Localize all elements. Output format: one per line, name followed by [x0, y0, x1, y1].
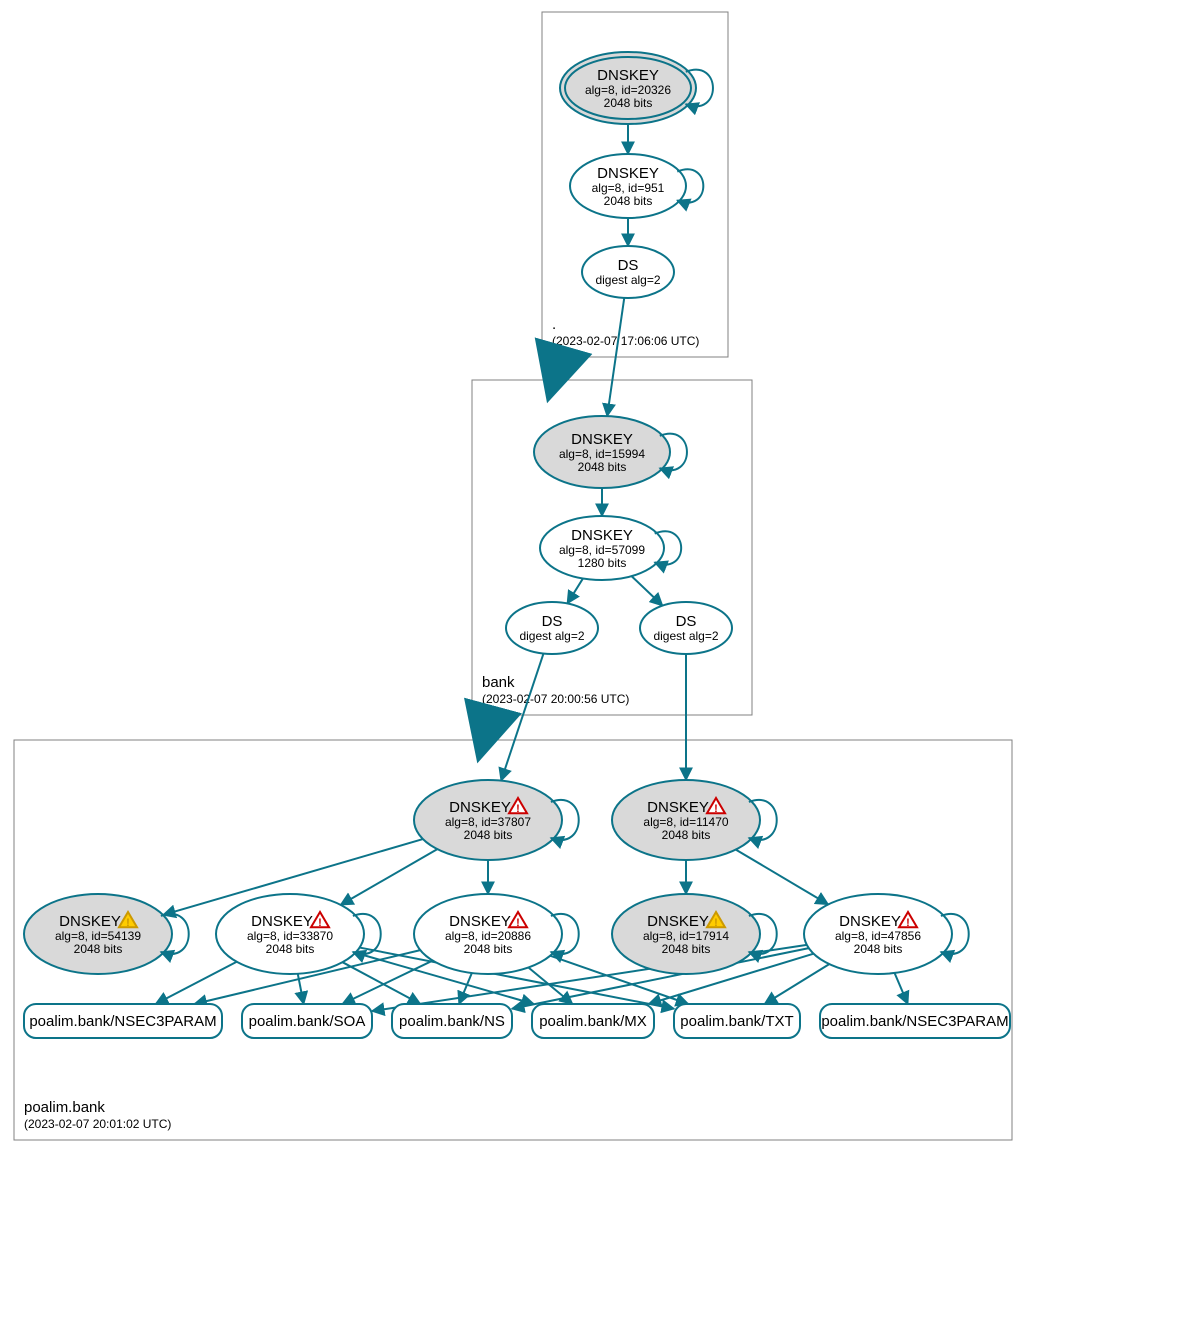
node-sub1: digest alg=2 [653, 629, 718, 643]
node-sub2: 2048 bits [578, 460, 627, 474]
node-title: poalim.bank/SOA [249, 1013, 366, 1030]
n_bank_ksk[interactable]: DNSKEYalg=8, id=159942048 bits [534, 416, 687, 488]
n_bank_zsk[interactable]: DNSKEYalg=8, id=570991280 bits [540, 516, 681, 580]
node-sub2: 2048 bits [266, 942, 315, 956]
edge [895, 973, 908, 1004]
n_p_ksk2[interactable]: DNSKEY!alg=8, id=114702048 bits [612, 780, 777, 860]
node-title: poalim.bank/MX [539, 1013, 647, 1030]
node-sub1: alg=8, id=20886 [445, 929, 531, 943]
n_p_zsk5[interactable]: DNSKEY!alg=8, id=478562048 bits [804, 894, 969, 974]
node-title: DNSKEY [449, 799, 511, 816]
zone-time: (2023-02-07 17:06:06 UTC) [552, 334, 699, 348]
n_p_zsk2[interactable]: DNSKEY!alg=8, id=338702048 bits [216, 894, 381, 974]
n_root_zsk[interactable]: DNSKEYalg=8, id=9512048 bits [570, 154, 703, 218]
n_p_zsk4[interactable]: DNSKEY!alg=8, id=179142048 bits [612, 894, 777, 974]
n_root_ksk[interactable]: DNSKEYalg=8, id=203262048 bits [560, 52, 713, 124]
n_p_ksk1[interactable]: DNSKEY!alg=8, id=378072048 bits [414, 780, 579, 860]
node-title: DNSKEY [571, 527, 633, 544]
n_p_zsk1[interactable]: DNSKEY!alg=8, id=541392048 bits [24, 894, 189, 974]
svg-text:!: ! [714, 803, 718, 815]
n_p_zsk3[interactable]: DNSKEY!alg=8, id=208862048 bits [414, 894, 579, 974]
node-sub1: alg=8, id=17914 [643, 929, 729, 943]
n_rr4[interactable]: poalim.bank/MX [532, 1004, 654, 1038]
n_rr1[interactable]: poalim.bank/NSEC3PARAM [24, 1004, 222, 1038]
node-sub2: 2048 bits [854, 942, 903, 956]
node-title: poalim.bank/NS [399, 1013, 505, 1030]
node-title: poalim.bank/NSEC3PARAM [821, 1013, 1008, 1030]
node-title: DNSKEY [449, 913, 511, 930]
edge [459, 973, 472, 1004]
node-title: DNSKEY [597, 165, 659, 182]
node-sub1: alg=8, id=47856 [835, 929, 921, 943]
edge [567, 578, 583, 603]
n_rr2[interactable]: poalim.bank/SOA [242, 1004, 372, 1038]
node-sub1: alg=8, id=54139 [55, 929, 141, 943]
svg-text:!: ! [516, 803, 520, 815]
n_rr3[interactable]: poalim.bank/NS [392, 1004, 512, 1038]
edge [501, 654, 543, 781]
node-sub2: 2048 bits [604, 96, 653, 110]
svg-text:!: ! [906, 917, 910, 929]
node-title: DNSKEY [839, 913, 901, 930]
zone-time: (2023-02-07 20:01:02 UTC) [24, 1117, 171, 1131]
n_rr6[interactable]: poalim.bank/NSEC3PARAM [820, 1004, 1010, 1038]
node-sub1: alg=8, id=20326 [585, 83, 671, 97]
node-title: DNSKEY [571, 431, 633, 448]
node-title: poalim.bank/NSEC3PARAM [29, 1013, 216, 1030]
edge [765, 964, 830, 1004]
node-sub1: alg=8, id=57099 [559, 543, 645, 557]
zone-label: bank [482, 674, 515, 691]
node-title: DNSKEY [647, 799, 709, 816]
svg-text:!: ! [126, 917, 130, 929]
svg-text:!: ! [516, 917, 520, 929]
edge [341, 849, 438, 905]
node-sub1: alg=8, id=951 [592, 181, 665, 195]
n_bank_ds1[interactable]: DSdigest alg=2 [506, 602, 598, 654]
zone-label: . [552, 316, 556, 333]
node-title: DNSKEY [251, 913, 313, 930]
n_bank_ds2[interactable]: DSdigest alg=2 [640, 602, 732, 654]
node-title: poalim.bank/TXT [680, 1013, 793, 1030]
node-sub1: alg=8, id=37807 [445, 815, 531, 829]
node-title: DS [676, 613, 697, 630]
node-title: DS [542, 613, 563, 630]
edge [736, 850, 828, 905]
dnssec-graph: .(2023-02-07 17:06:06 UTC)bank(2023-02-0… [0, 0, 1192, 1323]
svg-text:!: ! [714, 917, 718, 929]
node-sub2: 2048 bits [74, 942, 123, 956]
node-sub2: 2048 bits [464, 942, 513, 956]
node-title: DNSKEY [597, 67, 659, 84]
node-sub2: 2048 bits [604, 194, 653, 208]
node-sub2: 1280 bits [578, 556, 627, 570]
node-sub2: 2048 bits [662, 828, 711, 842]
zone-label: poalim.bank [24, 1099, 105, 1116]
zone-arrow [552, 351, 562, 386]
node-sub1: alg=8, id=11470 [643, 815, 729, 829]
node-title: DNSKEY [647, 913, 709, 930]
node-sub1: digest alg=2 [595, 273, 660, 287]
node-title: DNSKEY [59, 913, 121, 930]
zone-time: (2023-02-07 20:00:56 UTC) [482, 692, 629, 706]
edge [632, 576, 663, 606]
node-title: DS [618, 257, 639, 274]
node-sub2: 2048 bits [464, 828, 513, 842]
n_rr5[interactable]: poalim.bank/TXT [674, 1004, 800, 1038]
node-sub1: alg=8, id=33870 [247, 929, 333, 943]
edge [342, 961, 432, 1004]
svg-text:!: ! [318, 917, 322, 929]
node-sub1: alg=8, id=15994 [559, 447, 645, 461]
node-sub2: 2048 bits [662, 942, 711, 956]
node-sub1: digest alg=2 [519, 629, 584, 643]
n_root_ds[interactable]: DSdigest alg=2 [582, 246, 674, 298]
